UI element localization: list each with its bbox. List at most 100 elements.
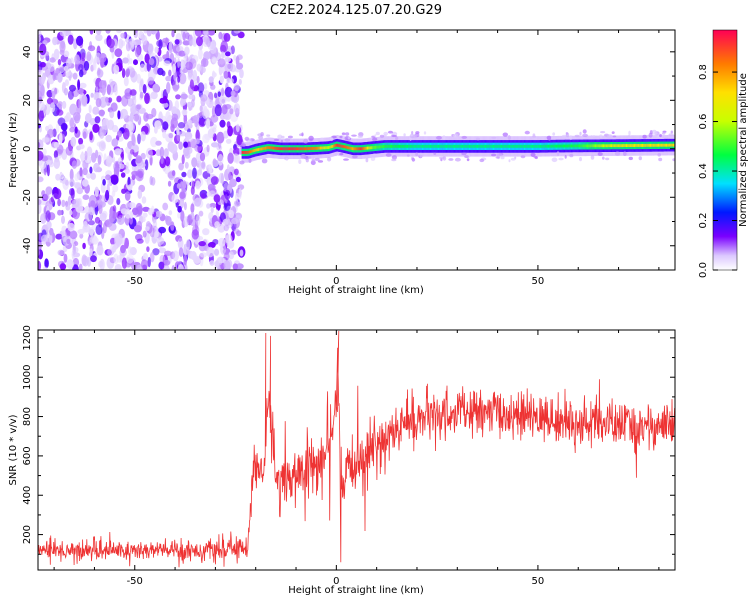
signal-core (533, 144, 535, 148)
noise-speckle (124, 237, 129, 249)
signal-fuzz (310, 160, 316, 166)
noise-speckle (90, 255, 97, 263)
signal-core (465, 144, 467, 148)
signal-core (439, 144, 441, 148)
signal-core (481, 144, 483, 148)
signal-fuzz (461, 135, 468, 139)
signal-fuzz (372, 137, 378, 142)
noise-speckle (195, 138, 200, 145)
noise-speckle (192, 69, 198, 82)
noise-speckle (126, 97, 134, 107)
signal-fuzz (547, 135, 552, 141)
noise-speckle (147, 43, 154, 54)
signal-core (666, 143, 668, 147)
signal-core (384, 144, 386, 148)
signal-fuzz (258, 136, 263, 140)
signal-core (348, 146, 351, 150)
signal-fuzz (453, 133, 459, 138)
signal-core (340, 144, 343, 148)
signal-core (431, 144, 433, 148)
signal-core (425, 144, 427, 148)
signal-core (442, 144, 444, 148)
noise-speckle (211, 57, 217, 64)
signal-fuzz (551, 157, 558, 163)
signal-core (417, 144, 419, 148)
signal-fuzz (339, 153, 344, 156)
signal-core (409, 144, 411, 148)
noise-speckle (47, 63, 55, 72)
signal-core (441, 144, 443, 148)
noise-speckle (178, 162, 184, 171)
signal-core (489, 144, 492, 148)
signal-fuzz (374, 134, 377, 138)
signal-core (334, 144, 337, 148)
signal-core (624, 144, 627, 147)
noise-speckle (171, 193, 179, 204)
signal-core (293, 147, 295, 151)
noise-speckle (222, 218, 229, 226)
signal-core (306, 147, 308, 151)
signal-fuzz (383, 131, 389, 136)
signal-core (575, 144, 577, 148)
noise-speckle (127, 201, 131, 211)
noise-speckle (177, 212, 181, 219)
signal-fuzz (371, 135, 376, 138)
signal-core (614, 144, 616, 148)
signal-core (277, 147, 279, 150)
noise-speckle (183, 147, 190, 157)
noise-speckle (83, 60, 90, 71)
noise-speckle (54, 157, 60, 163)
signal-core (669, 143, 671, 147)
signal-core (633, 144, 636, 147)
snr-plot-area (38, 330, 675, 568)
signal-fuzz (605, 157, 610, 161)
signal-core (444, 144, 447, 148)
noise-speckle (53, 142, 60, 148)
noise-speckle (45, 210, 51, 222)
noise-speckle (178, 141, 183, 150)
noise-speckle (111, 138, 119, 147)
signal-core (578, 144, 581, 148)
signal-core (657, 143, 660, 147)
noise-speckle (236, 134, 243, 146)
signal-core (610, 144, 613, 148)
signal-core (642, 144, 644, 147)
noise-speckle (164, 215, 169, 222)
noise-speckle (78, 69, 84, 78)
signal-core (386, 144, 388, 148)
signal-core (257, 148, 260, 152)
noise-speckle (239, 68, 244, 79)
signal-core (585, 144, 588, 148)
signal-core (570, 144, 573, 148)
noise-speckle (172, 63, 176, 74)
signal-fuzz (491, 153, 497, 157)
signal-core (654, 143, 657, 147)
noise-speckle (186, 101, 192, 108)
signal-core (275, 146, 277, 150)
signal-core (615, 144, 617, 148)
signal-fuzz (240, 143, 246, 148)
noise-speckle (147, 76, 155, 85)
noise-speckle (124, 191, 131, 201)
signal-core (272, 146, 275, 150)
noise-speckle (236, 54, 243, 60)
signal-fuzz (593, 135, 595, 137)
noise-speckle (67, 222, 75, 232)
signal-core (280, 147, 283, 151)
noise-speckle (79, 82, 87, 89)
noise-speckle (99, 52, 107, 63)
signal-fuzz (339, 135, 343, 139)
noise-speckle (105, 30, 111, 34)
noise-speckle (150, 91, 158, 100)
noise-speckle (235, 123, 240, 133)
noise-speckle (234, 201, 241, 207)
signal-fuzz (672, 158, 675, 162)
noise-speckle (92, 123, 100, 133)
noise-speckle (38, 150, 44, 161)
noise-speckle (57, 198, 61, 207)
signal-fuzz (659, 133, 662, 138)
signal-core (604, 144, 606, 148)
signal-core (415, 144, 417, 148)
signal-core (450, 144, 453, 148)
signal-fuzz (379, 134, 385, 138)
